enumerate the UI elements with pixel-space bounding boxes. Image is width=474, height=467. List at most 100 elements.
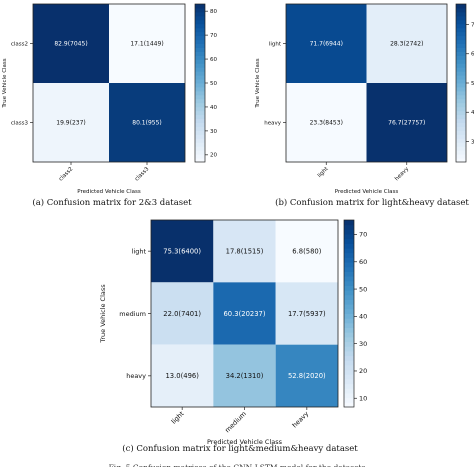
colorbar-segment xyxy=(456,154,466,159)
colorbar-segment xyxy=(195,158,205,163)
colorbar-segment xyxy=(195,71,205,76)
colorbar-segment xyxy=(344,350,354,357)
colorbar-segment xyxy=(456,51,466,56)
cell-value-label: 22.0(7401) xyxy=(163,310,201,318)
colorbar-tick-label: 50 xyxy=(471,81,474,87)
colorbar-segment xyxy=(344,280,354,286)
x-axis-label: Predicted Vehicle Class xyxy=(77,189,141,195)
colorbar-segment xyxy=(195,114,205,120)
colorbar-segment xyxy=(344,220,354,226)
colorbar-segment xyxy=(195,110,205,116)
colorbar: 20 30 40 50 60 70 80 xyxy=(194,3,217,163)
colorbar-tick-label: 20 xyxy=(359,367,367,375)
colorbar-segment xyxy=(195,55,205,60)
colorbar-tick-label: 70 xyxy=(359,231,367,239)
colorbar-segment xyxy=(344,285,354,291)
colorbar-segment xyxy=(344,360,354,366)
colorbar-segment xyxy=(456,126,466,131)
colorbar-tick-label: 10 xyxy=(359,395,367,403)
confusion-matrix-panel: 75.3(6400) 17.8(1515) 6.8(580) 22.0(7401) 60… xyxy=(99,219,367,454)
colorbar-segment xyxy=(456,63,466,68)
colorbar-segment xyxy=(195,23,205,29)
colorbar-segment xyxy=(456,130,466,135)
colorbar-segment xyxy=(344,369,354,375)
colorbar-tick-label: 30 xyxy=(471,139,474,145)
colorbar-segment xyxy=(195,35,205,41)
colorbar-segment xyxy=(195,67,205,72)
colorbar-segment xyxy=(195,146,205,151)
colorbar-segment xyxy=(344,294,354,300)
colorbar-segment xyxy=(456,47,466,52)
x-tick-label: medium xyxy=(223,410,248,435)
colorbar-segment xyxy=(195,75,205,80)
heatmap-cell xyxy=(33,83,109,162)
colorbar-segment xyxy=(456,59,466,64)
confusion-matrix-panel: 82.9(7045) 17.1(1449) 19.9(237) 80.1(955) cl… xyxy=(2,3,217,208)
colorbar-segment xyxy=(195,86,205,92)
colorbar-segment xyxy=(456,118,466,123)
colorbar-segment xyxy=(456,71,466,76)
cell-value-label: 34.2(1310) xyxy=(226,372,264,380)
heatmap-cell xyxy=(275,282,338,345)
colorbar-segment xyxy=(344,308,354,314)
colorbar-segment xyxy=(456,106,466,112)
colorbar-segment xyxy=(195,19,205,25)
cell-value-label: 76.7(27757) xyxy=(388,120,425,127)
plot-frame xyxy=(32,3,186,163)
heatmap-cell xyxy=(366,83,447,162)
colorbar-segment xyxy=(195,83,205,88)
colorbar-segment xyxy=(344,392,354,399)
cell-value-label: 60.3(20237) xyxy=(223,310,265,318)
y-axis-label: True Vehicle Class xyxy=(99,284,107,344)
y-tick-label: medium xyxy=(119,310,146,318)
colorbar-segment xyxy=(195,126,205,131)
colorbar-segment xyxy=(456,90,466,96)
colorbar-segment xyxy=(456,27,466,33)
cell-value-label: 17.8(1515) xyxy=(226,248,264,256)
y-tick-label: class3 xyxy=(11,120,29,126)
heatmap-cell xyxy=(286,83,367,162)
x-axis-label: Predicted Vehicle Class xyxy=(207,438,283,446)
cell-value-label: 82.9(7045) xyxy=(54,41,87,48)
colorbar-tick-label: 60 xyxy=(359,258,367,266)
colorbar-segment xyxy=(344,304,354,310)
colorbar-segment xyxy=(195,11,205,17)
x-tick-label: class2 xyxy=(58,166,74,182)
cell-value-label: 71.7(6944) xyxy=(310,41,343,48)
colorbar-segment xyxy=(195,122,205,127)
heatmap-cell xyxy=(275,344,338,407)
colorbar-segment xyxy=(344,271,354,277)
colorbar-segment xyxy=(344,322,354,329)
colorbar-tick-label: 50 xyxy=(359,285,367,293)
colorbar-segment xyxy=(195,59,205,64)
colorbar-segment xyxy=(195,130,205,135)
colorbar-tick-label: 30 xyxy=(359,340,367,348)
colorbar-segment xyxy=(195,47,205,52)
colorbar-segment xyxy=(344,299,354,305)
colorbar-segment xyxy=(344,402,354,408)
colorbar-segment xyxy=(344,290,354,296)
colorbar-segment xyxy=(344,266,354,272)
y-tick-label: light xyxy=(132,247,147,255)
colorbar-segment xyxy=(456,79,466,84)
colorbar-tick-label: 20 xyxy=(210,153,217,159)
colorbar-segment xyxy=(344,229,354,235)
colorbar-tick-label: 70 xyxy=(210,33,217,39)
colorbar-segment xyxy=(456,94,466,100)
colorbar-segment xyxy=(344,327,354,333)
x-tick-label: heavy xyxy=(291,410,311,430)
x-axis-label: Predicted Vehicle Class xyxy=(335,189,399,195)
colorbar-segment xyxy=(344,383,354,389)
colorbar-segment xyxy=(195,4,205,9)
colorbar-segment xyxy=(456,142,466,147)
heatmap-cell xyxy=(275,220,338,283)
colorbar-segment xyxy=(344,243,354,249)
colorbar-segment xyxy=(456,15,466,21)
colorbar-segment xyxy=(344,248,354,254)
colorbar-segment xyxy=(344,224,354,230)
colorbar-segment xyxy=(344,234,354,240)
heatmap-cell xyxy=(213,344,276,407)
colorbar-segment xyxy=(456,11,466,17)
colorbar-segment xyxy=(344,313,354,319)
cell-value-label: 17.7(5937) xyxy=(288,310,326,318)
